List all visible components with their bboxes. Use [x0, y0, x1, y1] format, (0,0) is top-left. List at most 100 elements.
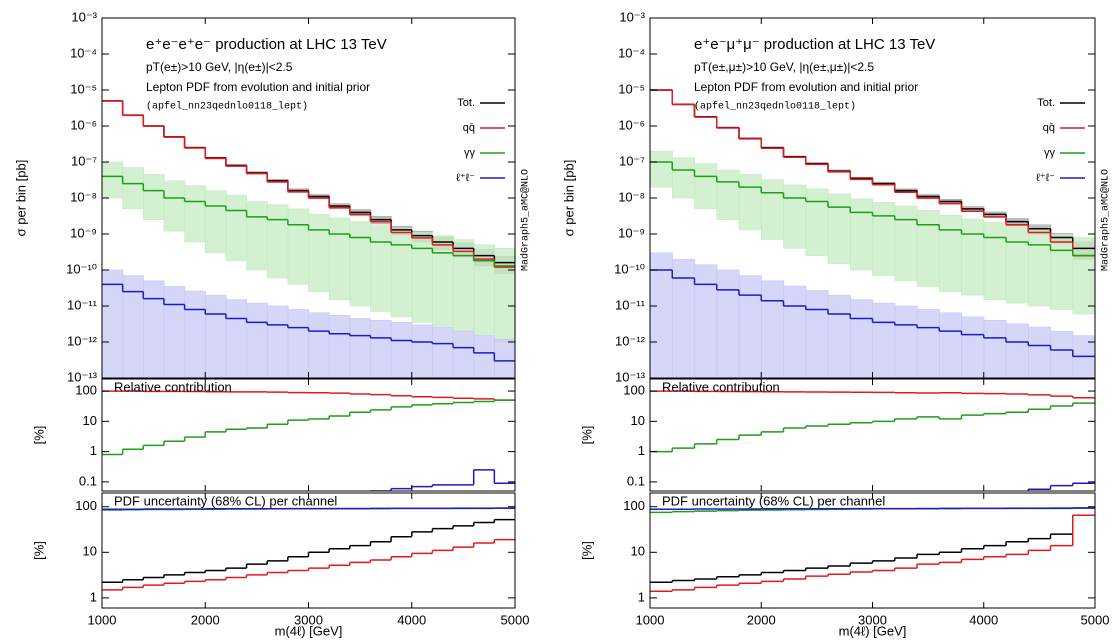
uncertainty-band — [1072, 335, 1095, 378]
x-axis-label: m(4ℓ) [GeV] — [839, 623, 907, 638]
panel-frame — [101, 378, 516, 492]
x-tick-label: 2000 — [191, 612, 220, 627]
uncertainty-band — [716, 269, 740, 378]
uncertainty-band — [1027, 326, 1052, 378]
uncertainty-band — [1072, 237, 1095, 315]
uncertainty-band — [452, 239, 475, 332]
y-axis-label: [%] — [31, 541, 46, 560]
panel-label: PDF uncertainty (68% CL) per channel — [114, 493, 337, 508]
legend-label: qq̄ — [1043, 122, 1055, 134]
uncertainty-band — [494, 338, 515, 378]
uncertainty-band — [204, 190, 227, 254]
uncertainty-band — [827, 193, 851, 264]
uncertainty-band — [671, 157, 696, 199]
y-tick-label: 10⁻¹⁰ — [614, 261, 645, 276]
uncertainty-band — [738, 275, 762, 378]
uncertainty-band — [694, 264, 718, 378]
uncertainty-band — [760, 280, 785, 378]
chart-subtitle: pT(e±)>10 GeV, |η(e±)|<2.5 — [146, 60, 293, 74]
uncertainty-band — [328, 217, 351, 300]
uncertainty-band — [938, 312, 963, 378]
y-tick-label: 10⁻⁸ — [618, 189, 645, 204]
y-tick-label: 10⁻⁷ — [71, 153, 97, 168]
uncertainty-band — [102, 161, 124, 199]
uncertainty-band — [287, 208, 310, 285]
uncertainty-band — [432, 235, 454, 328]
y-axis-label: [%] — [579, 541, 594, 560]
uncertainty-band — [872, 202, 896, 276]
y-tick-label: 0.1 — [627, 473, 645, 488]
uncertainty-band — [827, 294, 851, 378]
uncertainty-band — [1050, 330, 1074, 378]
panel-label: Relative contribution — [662, 379, 780, 394]
uncertainty-band — [805, 188, 829, 256]
legend-label: Tot. — [457, 97, 475, 109]
y-axis-label: [%] — [579, 426, 594, 445]
y-tick-label: 10 — [83, 413, 97, 428]
y-axis-label: σ per bin [pb] — [13, 160, 28, 237]
uncertainty-band — [916, 309, 940, 378]
x-tick-label: 1000 — [636, 612, 665, 627]
uncertainty-band — [983, 222, 1007, 300]
y-tick-label: 10⁻⁶ — [618, 117, 645, 132]
legend-label: ℓ⁺ℓ⁻ — [1036, 172, 1055, 184]
uncertainty-band — [184, 290, 206, 378]
y-tick-label: 1 — [90, 443, 97, 458]
uncertainty-band — [370, 225, 392, 312]
uncertainty-band — [894, 305, 918, 378]
uncertainty-band — [849, 299, 874, 378]
uncertainty-band — [872, 302, 896, 378]
uncertainty-band — [783, 184, 807, 249]
panel-plot — [650, 89, 1095, 378]
y-tick-label: 10 — [631, 413, 645, 428]
y-tick-label: 10⁻¹³ — [67, 369, 98, 384]
y-tick-label: 10⁻⁴ — [70, 45, 97, 60]
x-tick-label: 3000 — [858, 612, 887, 627]
y-tick-label: 0.1 — [79, 473, 97, 488]
uncertainty-band — [650, 150, 673, 188]
uncertainty-band — [184, 185, 206, 243]
y-tick-label: 1 — [638, 589, 645, 604]
legend-label: γγ — [464, 147, 476, 159]
y-tick-label: 10⁻⁴ — [618, 45, 645, 60]
uncertainty-band — [1027, 229, 1052, 307]
uncertainty-band — [783, 285, 807, 378]
uncertainty-band — [961, 218, 985, 296]
uncertainty-band — [225, 299, 248, 378]
uncertainty-band — [287, 309, 310, 378]
uncertainty-band — [143, 280, 165, 378]
uncertainty-band — [894, 205, 918, 282]
y-tick-label: 10⁻³ — [71, 9, 97, 24]
x-tick-label: 4000 — [397, 612, 426, 627]
uncertainty-band — [452, 330, 475, 378]
uncertainty-band — [432, 327, 454, 378]
uncertainty-band — [1005, 226, 1029, 304]
y-tick-label: 10 — [83, 544, 97, 559]
panel-plot — [102, 100, 515, 378]
uncertainty-band — [938, 215, 963, 292]
legend-label: qq̄ — [463, 122, 475, 134]
x-tick-label: 2000 — [747, 612, 776, 627]
y-tick-label: 10 — [631, 544, 645, 559]
x-tick-label: 4000 — [969, 612, 998, 627]
y-tick-label: 100 — [623, 382, 645, 397]
y-tick-label: 1 — [638, 443, 645, 458]
y-tick-label: 10⁻⁸ — [70, 189, 97, 204]
pdf-set: (apfel_nn23qednlo0118_lept) — [146, 101, 308, 113]
legend-label: Tot. — [1037, 97, 1055, 109]
uncertainty-band — [163, 180, 186, 232]
uncertainty-band — [760, 179, 785, 240]
chart-title: e⁺e⁻μ⁺μ⁻ production at LHC 13 TeV — [694, 36, 935, 53]
panel-plot — [102, 507, 515, 591]
y-tick-label: 1 — [90, 589, 97, 604]
uncertainty-band — [716, 169, 740, 220]
y-tick-label: 10⁻¹¹ — [67, 297, 98, 312]
panel-label: Relative contribution — [114, 379, 232, 394]
uncertainty-band — [122, 167, 144, 210]
y-axis-label: [%] — [31, 426, 46, 445]
panel-plot — [102, 390, 515, 491]
y-tick-label: 10⁻⁷ — [619, 153, 645, 168]
watermark: MadGraph5_aMC@NLO — [520, 169, 532, 271]
uncertainty-band — [738, 174, 762, 231]
